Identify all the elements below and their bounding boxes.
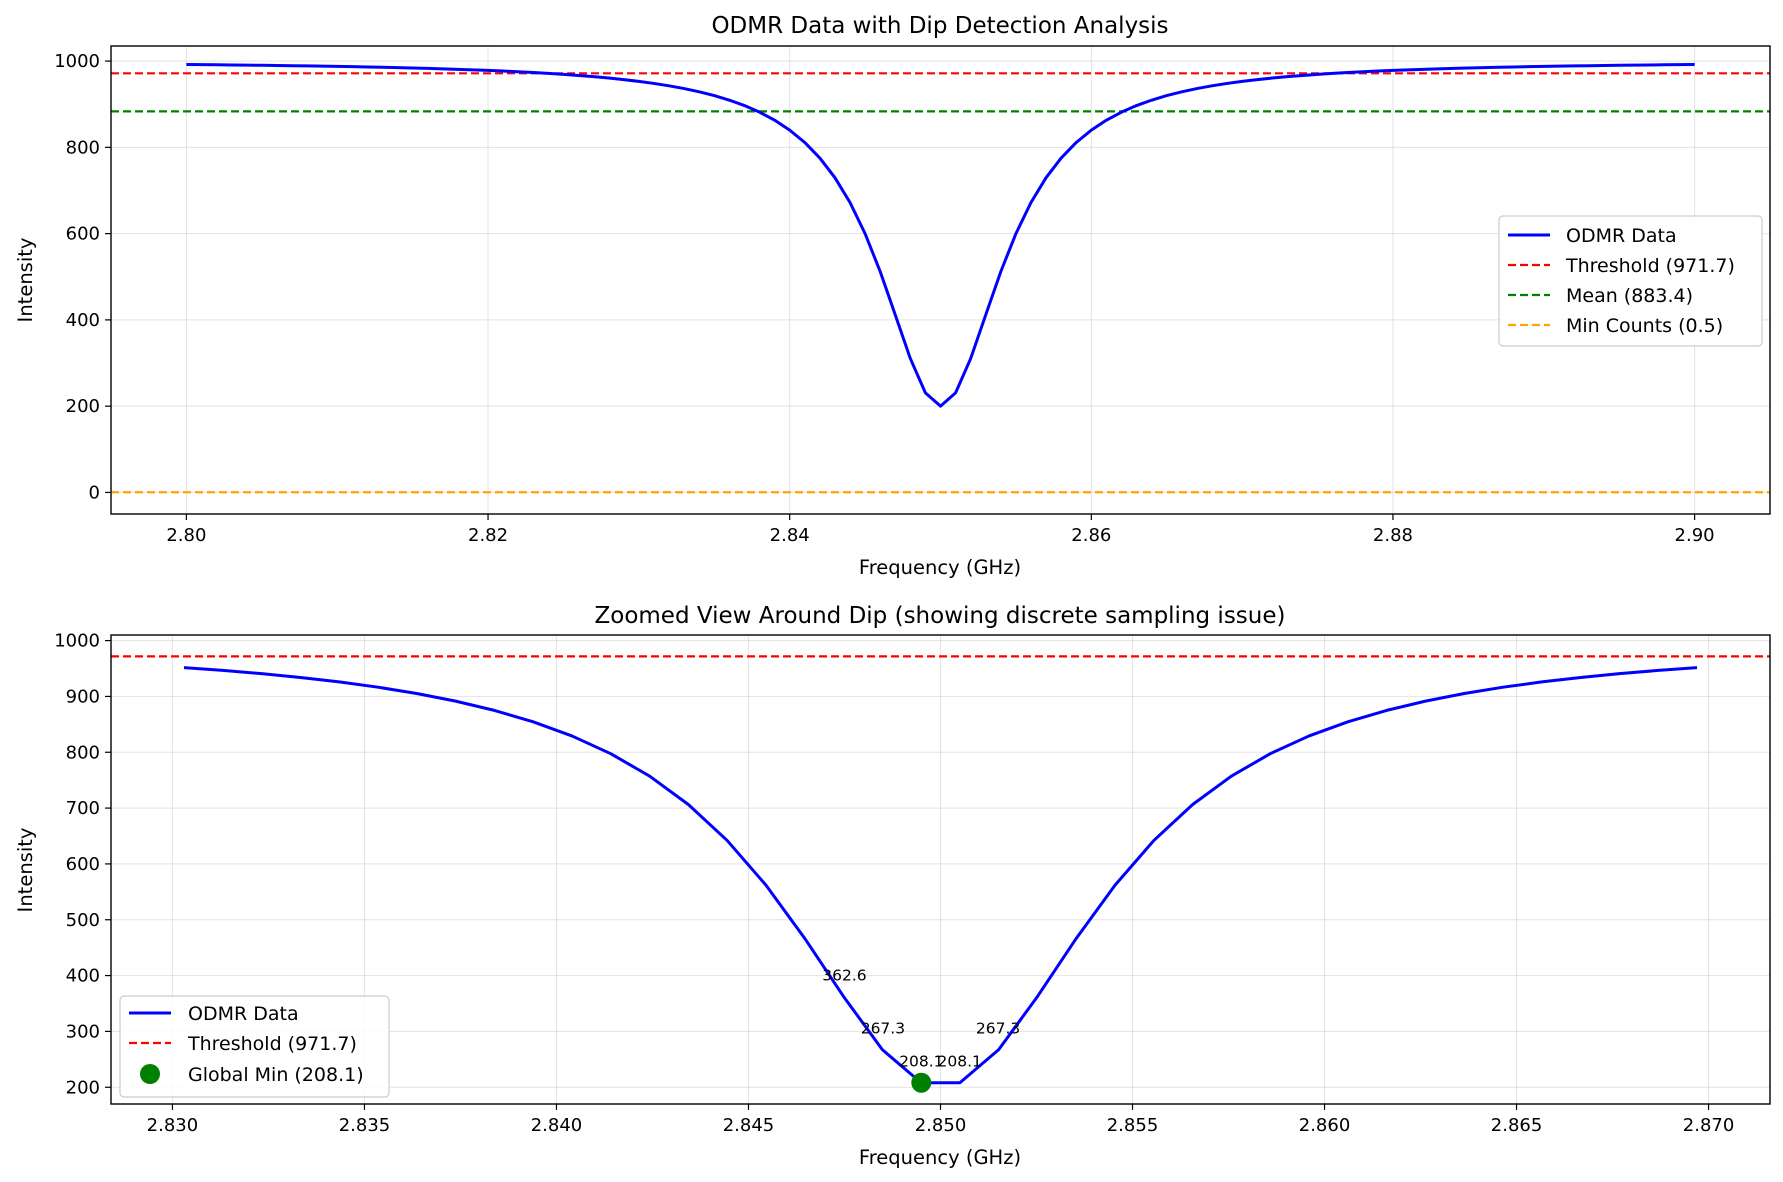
x-tick-label: 2.84	[770, 525, 810, 546]
y-tick-label: 600	[66, 224, 100, 245]
bottom-chart: Zoomed View Around Dip (showing discrete…	[14, 603, 1771, 1169]
x-tick-label: 2.88	[1373, 525, 1413, 546]
odmr-data-line	[183, 666, 1698, 1085]
y-tick-label: 0	[89, 482, 100, 503]
top-chart: ODMR Data with Dip Detection Analysis 2.…	[14, 13, 1771, 579]
top-hlines	[111, 72, 1770, 494]
y-tick-label: 200	[66, 396, 100, 417]
y-tick-label: 400	[66, 310, 100, 331]
bottom-legend-swatch-global-min	[140, 1064, 160, 1084]
y-tick-label: 700	[66, 798, 100, 819]
x-tick-label: 2.830	[147, 1115, 199, 1136]
top-x-axis-label: Frequency (GHz)	[859, 556, 1021, 579]
top-legend-label-mean: Mean (883.4)	[1566, 285, 1693, 307]
point-value-label: 208.1	[938, 1053, 982, 1071]
bottom-points	[911, 1072, 932, 1093]
top-legend-label-threshold: Threshold (971.7)	[1565, 255, 1735, 277]
bottom-y-ticks: 200 300 400 500 600 700 800 900 1000	[54, 631, 111, 1098]
y-tick-label: 1000	[54, 51, 100, 72]
x-tick-label: 2.870	[1683, 1115, 1735, 1136]
bottom-x-axis-label: Frequency (GHz)	[859, 1146, 1021, 1169]
bottom-legend: ODMR Data Threshold (971.7) Global Min (…	[119, 995, 390, 1098]
point-value-label: 267.3	[976, 1020, 1020, 1038]
bottom-x-ticks: 2.830 2.835 2.840 2.845 2.850 2.855 2.860 2.865…	[147, 1104, 1735, 1136]
bottom-legend-label-threshold: Threshold (971.7)	[187, 1033, 357, 1055]
x-tick-label: 2.845	[723, 1115, 775, 1136]
y-tick-label: 300	[66, 1021, 100, 1042]
x-tick-label: 2.840	[531, 1115, 583, 1136]
x-tick-label: 2.835	[339, 1115, 391, 1136]
top-x-ticks: 2.80 2.82 2.84 2.86 2.88 2.90	[166, 514, 1715, 546]
global-min-point	[911, 1072, 932, 1093]
bottom-legend-label-global-min: Global Min (208.1)	[188, 1064, 364, 1086]
x-tick-label: 2.850	[915, 1115, 967, 1136]
bottom-grid	[111, 635, 1770, 1104]
y-tick-label: 500	[66, 910, 100, 931]
top-legend-label-min-counts: Min Counts (0.5)	[1566, 315, 1723, 337]
point-value-label: 208.1	[899, 1053, 943, 1071]
top-curve-group	[186, 63, 1695, 408]
x-tick-label: 2.86	[1071, 525, 1111, 546]
y-tick-label: 900	[66, 686, 100, 707]
bottom-curve-group	[183, 666, 1698, 1085]
x-tick-label: 2.860	[1299, 1115, 1351, 1136]
top-legend-box	[1498, 215, 1763, 347]
x-tick-label: 2.82	[468, 525, 508, 546]
bottom-legend-box	[119, 995, 390, 1098]
y-tick-label: 800	[66, 137, 100, 158]
top-y-axis-label: Intensity	[14, 238, 37, 323]
odmr-data-line	[186, 63, 1695, 408]
top-legend: ODMR Data Threshold (971.7) Mean (883.4)…	[1498, 215, 1763, 347]
top-chart-title: ODMR Data with Dip Detection Analysis	[711, 13, 1168, 39]
y-tick-label: 600	[66, 854, 100, 875]
x-tick-label: 2.855	[1107, 1115, 1159, 1136]
y-tick-label: 800	[66, 742, 100, 763]
point-value-label: 362.6	[822, 966, 866, 984]
x-tick-label: 2.90	[1675, 525, 1715, 546]
top-plot-frame	[110, 45, 1771, 515]
x-tick-label: 2.80	[166, 525, 206, 546]
y-tick-label: 1000	[54, 631, 100, 652]
top-y-ticks: 0 200 400 600 800 1000	[54, 51, 111, 503]
bottom-chart-title: Zoomed View Around Dip (showing discrete…	[595, 603, 1286, 629]
y-tick-label: 400	[66, 966, 100, 987]
point-value-label: 267.3	[861, 1020, 905, 1038]
top-legend-label-odmr: ODMR Data	[1566, 225, 1677, 247]
x-tick-label: 2.865	[1491, 1115, 1543, 1136]
y-tick-label: 200	[66, 1077, 100, 1098]
bottom-y-axis-label: Intensity	[14, 828, 37, 913]
bottom-legend-label-odmr: ODMR Data	[188, 1003, 299, 1025]
